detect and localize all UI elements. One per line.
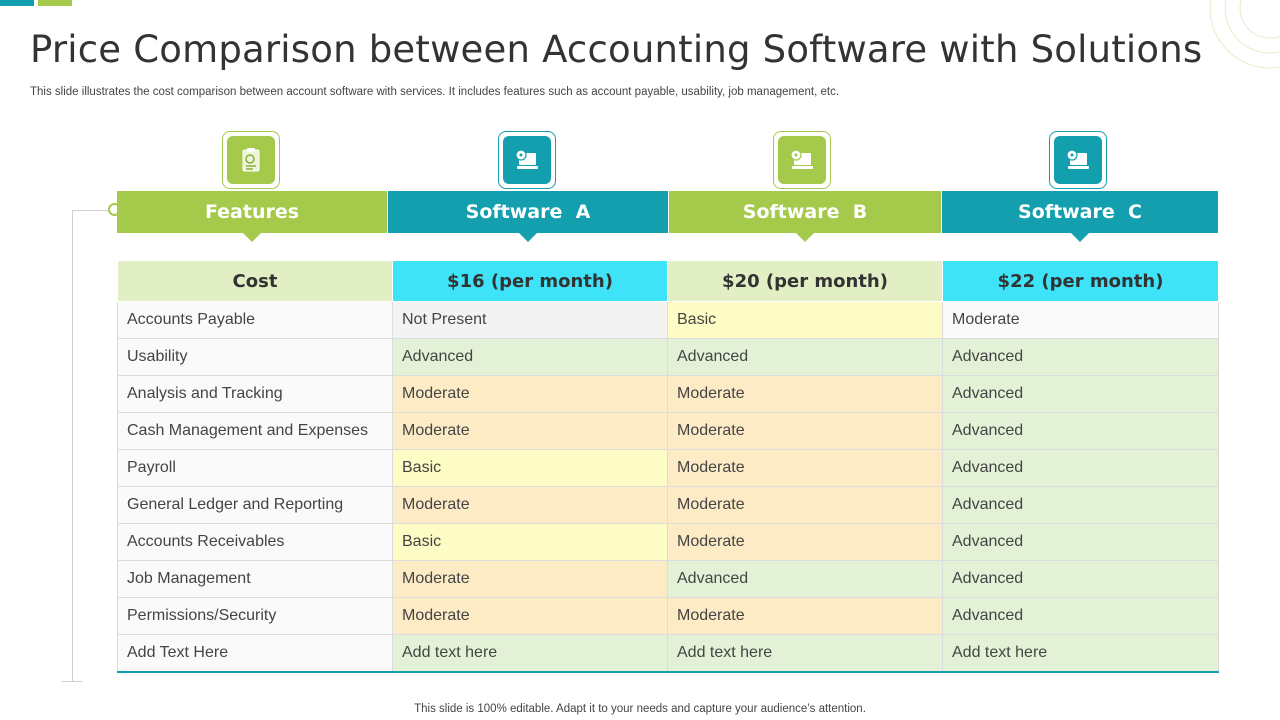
table-row: Accounts Payable Not Present Basic Moder… bbox=[117, 301, 1219, 339]
feature-name: Usability bbox=[117, 338, 393, 376]
column-header-label: Software C bbox=[1018, 201, 1142, 223]
connector-line bbox=[72, 210, 73, 682]
slide-title: Price Comparison between Accounting Soft… bbox=[30, 28, 1203, 71]
rating-cell: Advanced bbox=[667, 338, 943, 376]
rating-cell: Advanced bbox=[942, 523, 1219, 561]
connector-branch bbox=[72, 210, 112, 211]
table-row: Job Management Moderate Advanced Advance… bbox=[117, 560, 1219, 598]
rating-cell: Moderate bbox=[392, 560, 668, 598]
features-icon-tile bbox=[222, 131, 280, 189]
feature-name: Cash Management and Expenses bbox=[117, 412, 393, 450]
accent-bar-green bbox=[38, 0, 72, 6]
rating-cell: Basic bbox=[667, 301, 943, 339]
rating-cell: Moderate bbox=[667, 597, 943, 635]
cost-value-software-a: $16 (per month) bbox=[392, 260, 668, 302]
column-header-features: Features bbox=[117, 191, 387, 242]
table-row: Permissions/Security Moderate Moderate A… bbox=[117, 597, 1219, 635]
rating-cell: Add text here bbox=[667, 634, 943, 673]
table-row: General Ledger and Reporting Moderate Mo… bbox=[117, 486, 1219, 524]
comparison-table: Cost $16 (per month) $20 (per month) $22… bbox=[117, 260, 1219, 673]
table-row: Usability Advanced Advanced Advanced bbox=[117, 338, 1219, 376]
table-row: Cash Management and Expenses Moderate Mo… bbox=[117, 412, 1219, 450]
rating-cell: Add text here bbox=[942, 634, 1219, 673]
table-row: Add Text Here Add text here Add text her… bbox=[117, 634, 1219, 673]
rating-cell: Moderate bbox=[942, 301, 1219, 339]
rating-cell: Add text here bbox=[392, 634, 668, 673]
feature-name: Accounts Receivables bbox=[117, 523, 393, 561]
feature-name: Analysis and Tracking bbox=[117, 375, 393, 413]
software-a-icon-tile bbox=[498, 131, 556, 189]
computer-disc-icon bbox=[1054, 136, 1102, 184]
computer-disc-icon bbox=[778, 136, 826, 184]
rating-cell: Advanced bbox=[942, 338, 1219, 376]
feature-name: Permissions/Security bbox=[117, 597, 393, 635]
column-header-software-b: Software B bbox=[669, 191, 941, 242]
rating-cell: Moderate bbox=[667, 523, 943, 561]
cost-value-software-b: $20 (per month) bbox=[667, 260, 943, 302]
rating-cell: Moderate bbox=[392, 597, 668, 635]
table-row: Payroll Basic Moderate Advanced bbox=[117, 449, 1219, 487]
rating-cell: Basic bbox=[392, 523, 668, 561]
rating-cell: Advanced bbox=[392, 338, 668, 376]
rating-cell: Advanced bbox=[942, 412, 1219, 450]
rating-cell: Moderate bbox=[667, 375, 943, 413]
feature-name: General Ledger and Reporting bbox=[117, 486, 393, 524]
column-header-software-c: Software C bbox=[942, 191, 1218, 242]
clipboard-checklist-icon bbox=[227, 136, 275, 184]
computer-disc-icon bbox=[503, 136, 551, 184]
cost-label: Cost bbox=[117, 260, 393, 302]
column-header-label: Features bbox=[204, 201, 300, 223]
rating-cell: Moderate bbox=[392, 486, 668, 524]
rating-cell: Not Present bbox=[392, 301, 668, 339]
table-row: Accounts Receivables Basic Moderate Adva… bbox=[117, 523, 1219, 561]
accent-bar-teal bbox=[0, 0, 34, 6]
column-header-label: Software A bbox=[465, 201, 591, 223]
rating-cell: Advanced bbox=[942, 560, 1219, 598]
rating-cell: Moderate bbox=[667, 449, 943, 487]
rating-cell: Moderate bbox=[392, 412, 668, 450]
software-b-icon-tile bbox=[773, 131, 831, 189]
software-c-icon-tile bbox=[1049, 131, 1107, 189]
column-header-label: Software B bbox=[742, 201, 868, 223]
slide-footer: This slide is 100% editable. Adapt it to… bbox=[414, 703, 866, 715]
rating-cell: Moderate bbox=[667, 412, 943, 450]
rating-cell: Advanced bbox=[942, 375, 1219, 413]
feature-name: Payroll bbox=[117, 449, 393, 487]
rating-cell: Advanced bbox=[942, 597, 1219, 635]
cost-value-software-c: $22 (per month) bbox=[942, 260, 1219, 302]
cost-row: Cost $16 (per month) $20 (per month) $22… bbox=[117, 260, 1219, 302]
rating-cell: Advanced bbox=[942, 486, 1219, 524]
rating-cell: Advanced bbox=[942, 449, 1219, 487]
feature-name: Job Management bbox=[117, 560, 393, 598]
connector-foot bbox=[62, 681, 82, 682]
slide-subtitle: This slide illustrates the cost comparis… bbox=[30, 86, 840, 98]
rating-cell: Moderate bbox=[392, 375, 668, 413]
feature-name: Add Text Here bbox=[117, 634, 393, 673]
decorative-circles bbox=[1209, 0, 1280, 69]
column-header-software-a: Software A bbox=[388, 191, 668, 242]
rating-cell: Moderate bbox=[667, 486, 943, 524]
rating-cell: Basic bbox=[392, 449, 668, 487]
rating-cell: Advanced bbox=[667, 560, 943, 598]
table-row: Analysis and Tracking Moderate Moderate … bbox=[117, 375, 1219, 413]
feature-name: Accounts Payable bbox=[117, 301, 393, 339]
